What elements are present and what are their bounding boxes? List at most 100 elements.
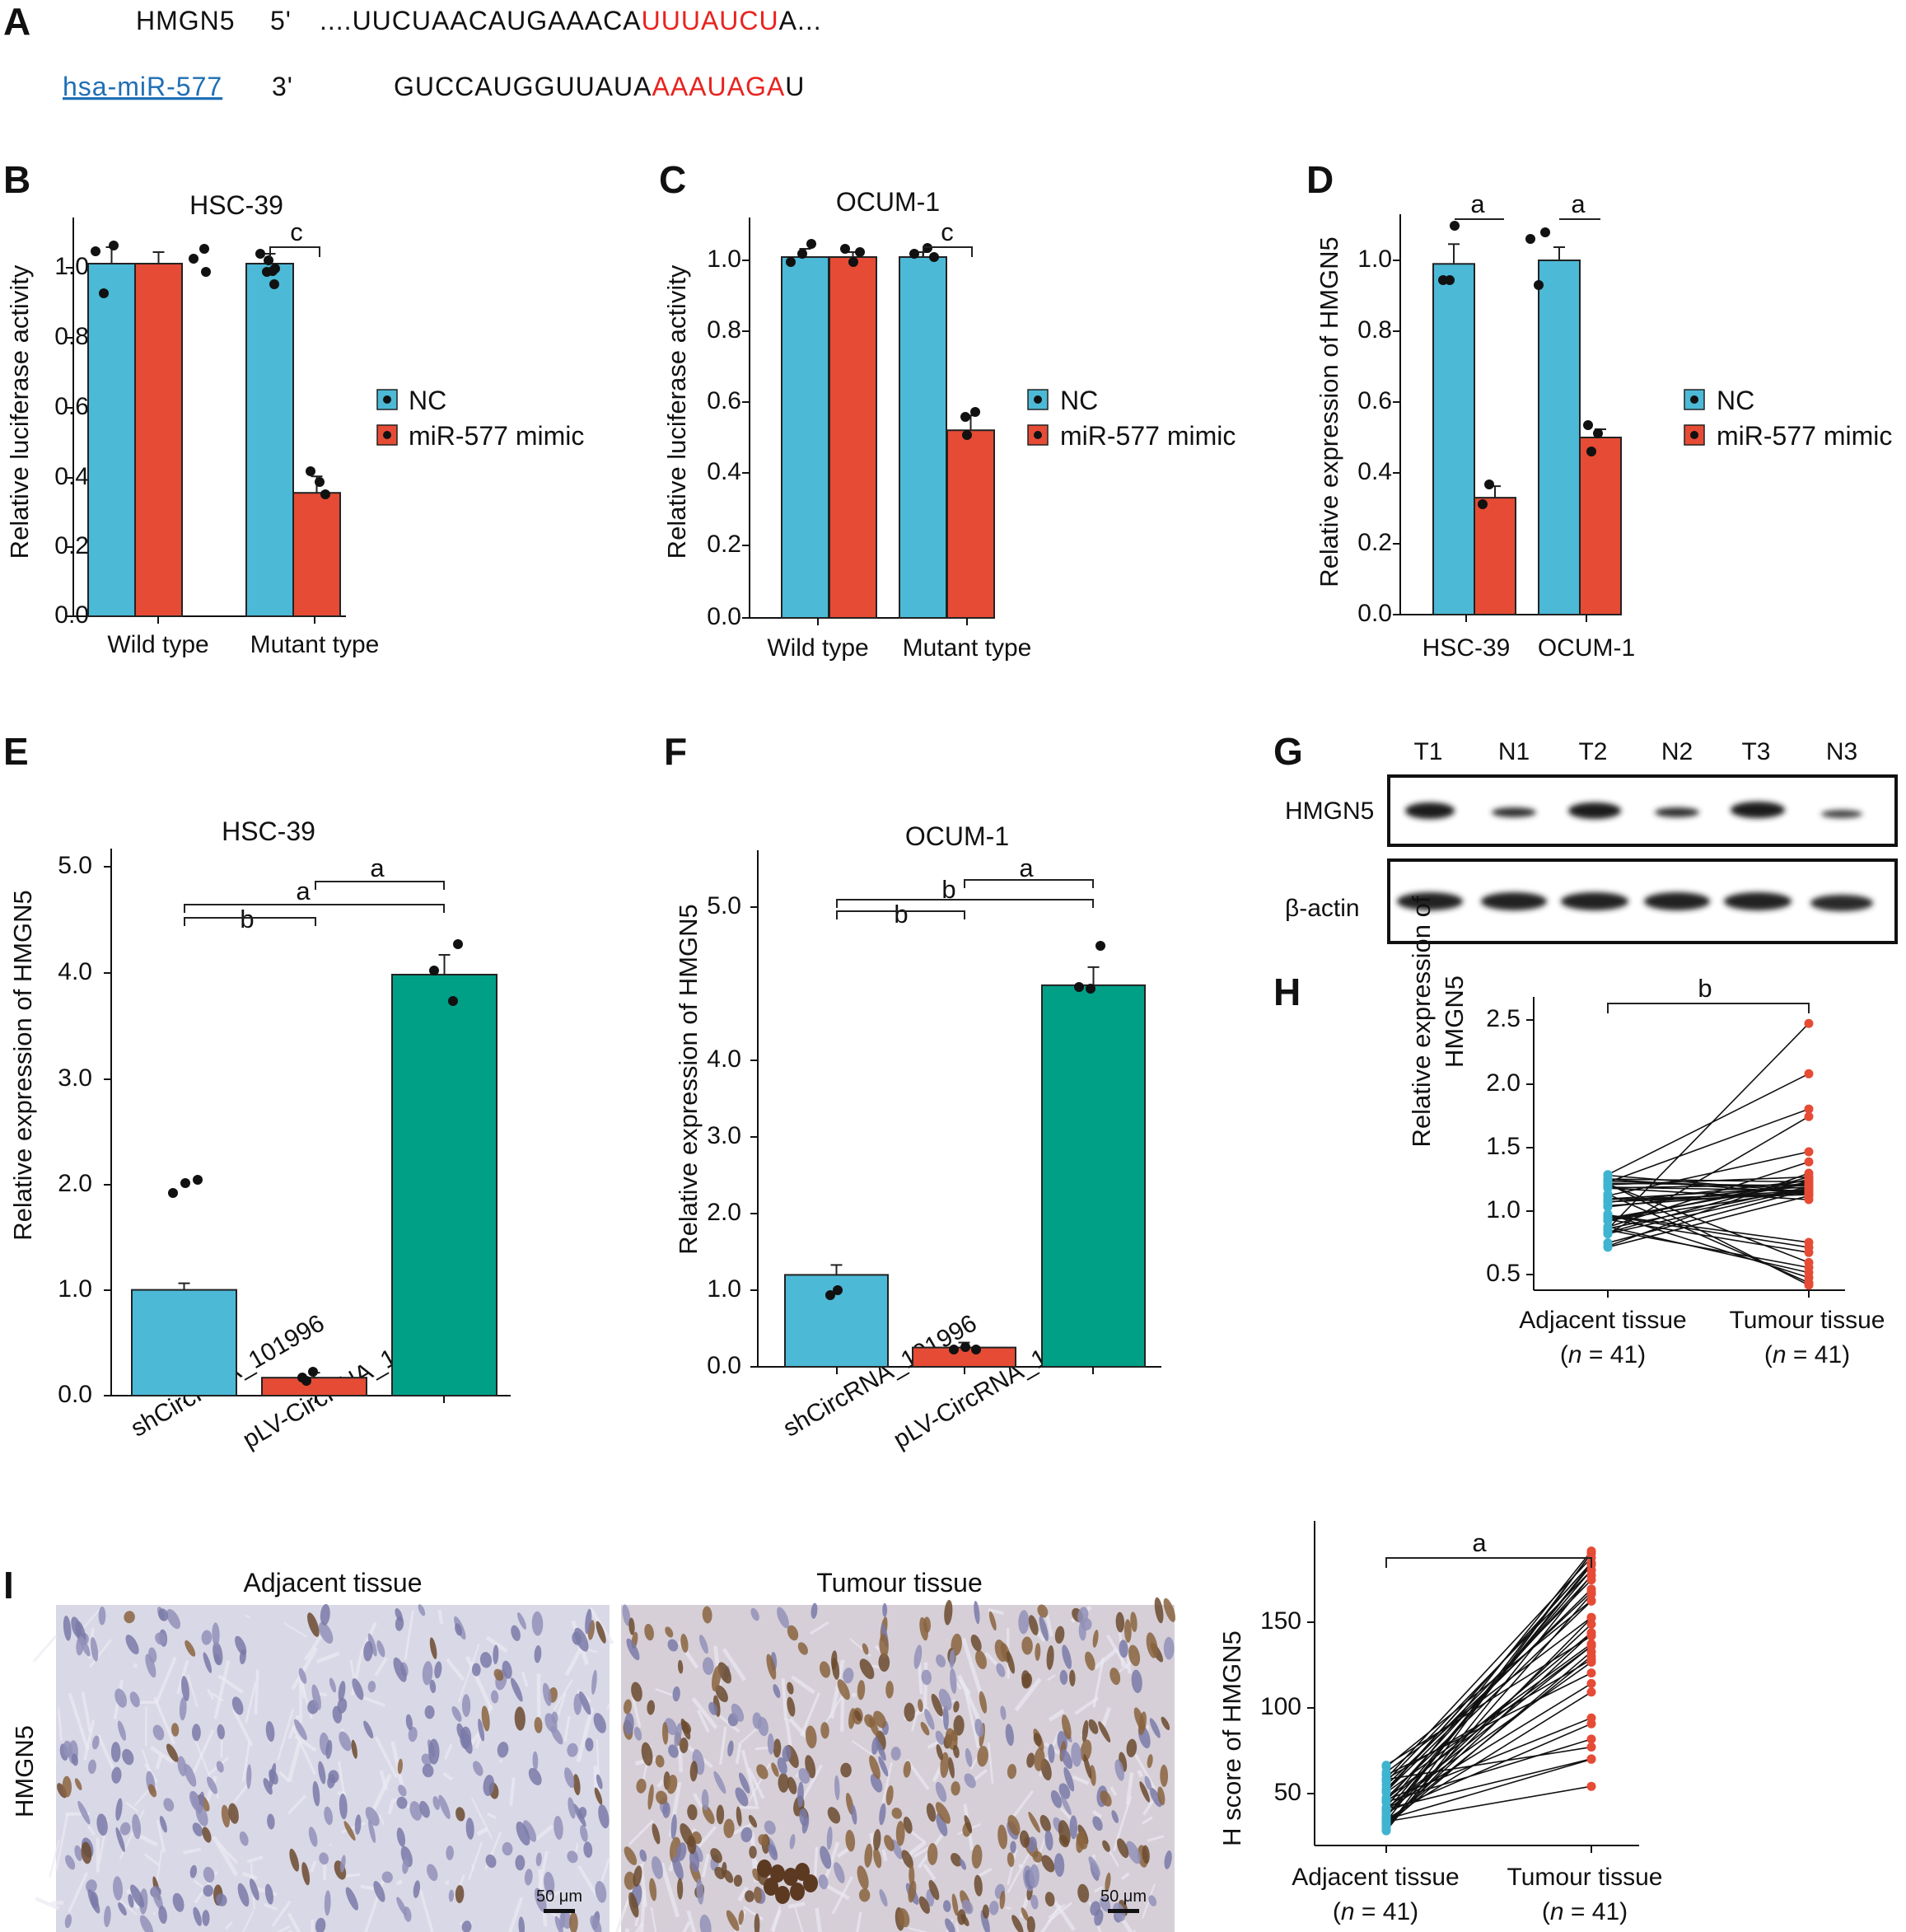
data-point [308, 1367, 318, 1377]
nucleus [1160, 1764, 1169, 1787]
nucleus [636, 1778, 647, 1794]
nucleus [977, 1746, 988, 1767]
nucleus [155, 1632, 166, 1645]
nucleus [871, 1737, 879, 1755]
nucleus [235, 1635, 247, 1656]
chart-b-ytick: 0.0 [54, 601, 89, 629]
nucleus [550, 1726, 563, 1745]
band-hmgn5-t2 [1568, 802, 1621, 819]
ihc-title-adjacent: Adjacent tissue [243, 1568, 422, 1598]
nucleus [485, 1854, 497, 1869]
nucleus [455, 1885, 465, 1904]
chart-e: HSC-39 Relative expression of HMGN5 5.0 … [8, 816, 511, 1454]
fiber [988, 1607, 1004, 1615]
nucleus [1033, 1733, 1042, 1747]
tumour-point [1804, 1195, 1814, 1205]
fiber [769, 1909, 782, 1932]
pair-line [1385, 1672, 1592, 1776]
nucleus [329, 1677, 337, 1693]
bar [829, 256, 877, 619]
data-point [306, 466, 315, 476]
fiber [640, 1889, 647, 1932]
nucleus [622, 1604, 631, 1626]
adjacent-point [1381, 1814, 1391, 1824]
hmgn5-seq-pre: ....UUCUAACAUGAAACA [320, 6, 642, 35]
nucleus [577, 1807, 587, 1819]
nucleus [789, 1834, 796, 1850]
chart-c-xtick: Wild type [767, 634, 868, 662]
data-point [168, 1188, 178, 1198]
bar [87, 263, 136, 617]
nucleus [918, 1699, 923, 1712]
data-point [1484, 479, 1494, 489]
nucleus [192, 1724, 201, 1742]
pair-line [1607, 1214, 1810, 1243]
nucleus [723, 1869, 734, 1883]
data-point [1450, 221, 1460, 231]
nucleus [936, 1654, 946, 1668]
nucleus [696, 1878, 704, 1905]
pair-line [1607, 1229, 1810, 1269]
nucleus [873, 1829, 881, 1850]
nucleus [166, 1743, 179, 1762]
nucleus [308, 1827, 318, 1847]
fiber [88, 1639, 112, 1668]
sig-bracket [184, 904, 445, 913]
chart-i-xtick: Tumour tissue [1507, 1864, 1663, 1891]
nucleus [91, 1735, 100, 1750]
bar [245, 263, 294, 617]
nucleus [216, 1761, 224, 1773]
chart-d-ytick: 0.4 [1357, 458, 1392, 485]
adjacent-point [1381, 1794, 1391, 1803]
fiber [781, 1678, 787, 1720]
pair-line [1607, 1108, 1810, 1183]
tumour-point [1586, 1588, 1596, 1598]
nucleus [473, 1761, 484, 1776]
mir577-link[interactable]: hsa-miR-577 [63, 72, 222, 101]
nucleus [438, 1794, 451, 1819]
adjacent-point [1381, 1784, 1391, 1794]
nucleus [585, 1738, 594, 1752]
nucleus [787, 1625, 799, 1641]
chart-e-ytick: 5.0 [58, 852, 92, 879]
nucleus [534, 1716, 543, 1733]
nucleus [1154, 1597, 1164, 1624]
sig-bracket [836, 899, 1094, 908]
lane-label: N1 [1498, 738, 1530, 765]
nucleus [324, 1806, 334, 1826]
fiber [476, 1827, 489, 1836]
nucleus [1163, 1636, 1175, 1660]
data-point [269, 279, 279, 289]
gland-nucleus [790, 1883, 805, 1901]
tumour-point [1586, 1781, 1596, 1791]
pair-line [1385, 1758, 1592, 1810]
nucleus [655, 1755, 665, 1768]
fiber [374, 1736, 399, 1779]
nucleus [119, 1822, 131, 1836]
nucleus [857, 1680, 866, 1700]
fiber [701, 1854, 710, 1878]
bar [1474, 497, 1516, 615]
nucleus [797, 1781, 804, 1808]
band-hmgn5-t1 [1405, 802, 1455, 819]
nucleus [228, 1803, 239, 1824]
legend-mimic-label: miR-577 mimic [1717, 421, 1892, 451]
bar [292, 492, 341, 618]
tumour-point [1804, 1182, 1814, 1192]
data-point [825, 1290, 835, 1300]
panel-letter-e: E [3, 730, 29, 773]
nucleus [677, 1659, 684, 1674]
fiber [213, 1660, 231, 1719]
nucleus [77, 1800, 91, 1825]
nucleus [898, 1908, 910, 1928]
band-actin-n2 [1644, 892, 1710, 910]
nucleus [726, 1910, 740, 1931]
chart-i-n-val: = 41) [1362, 1898, 1418, 1925]
chart-i: H score of HMGN5 50 100 150 Adjacent tis… [1217, 1521, 1662, 1925]
fiber [800, 1692, 820, 1737]
fiber [442, 1771, 453, 1781]
data-point [270, 264, 280, 274]
nucleus [396, 1827, 406, 1847]
nucleus [879, 1888, 888, 1907]
nucleus [535, 1852, 542, 1867]
